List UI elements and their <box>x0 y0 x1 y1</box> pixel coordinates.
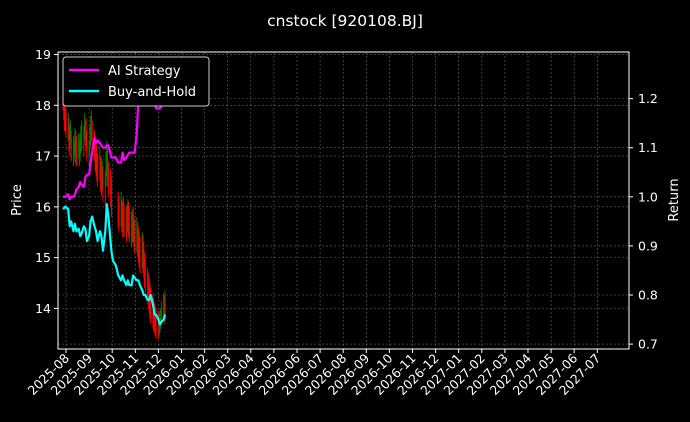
y-left-tick-label: 14 <box>35 301 51 316</box>
y-right-tick-label: 1.1 <box>638 140 658 155</box>
legend-label-buy-and-hold: Buy-and-Hold <box>108 85 196 100</box>
legend-box <box>62 56 210 107</box>
y-left-tick-label: 18 <box>35 98 51 113</box>
y-right-tick-label: 1.2 <box>638 91 658 106</box>
chart-title: cnstock [920108.BJ] <box>267 12 423 30</box>
y-left-tick-label: 17 <box>35 149 51 164</box>
legend-label-ai-strategy: AI Strategy <box>108 64 181 79</box>
y-right-tick-label: 1.0 <box>638 189 658 204</box>
y-left-tick-label: 16 <box>35 199 51 214</box>
legend: AI Strategy Buy-and-Hold <box>62 56 210 107</box>
y-right-tick-label: 0.9 <box>638 238 658 253</box>
y-axis-left-title: Price <box>10 184 25 216</box>
y-left-tick-label: 15 <box>35 250 51 265</box>
y-axis-right-title: Return <box>667 178 682 221</box>
y-left-tick-label: 19 <box>35 47 51 62</box>
y-right-tick-label: 0.8 <box>638 288 658 303</box>
buy-and-hold-line <box>62 203 167 326</box>
y-right-tick-label: 0.7 <box>638 337 658 352</box>
